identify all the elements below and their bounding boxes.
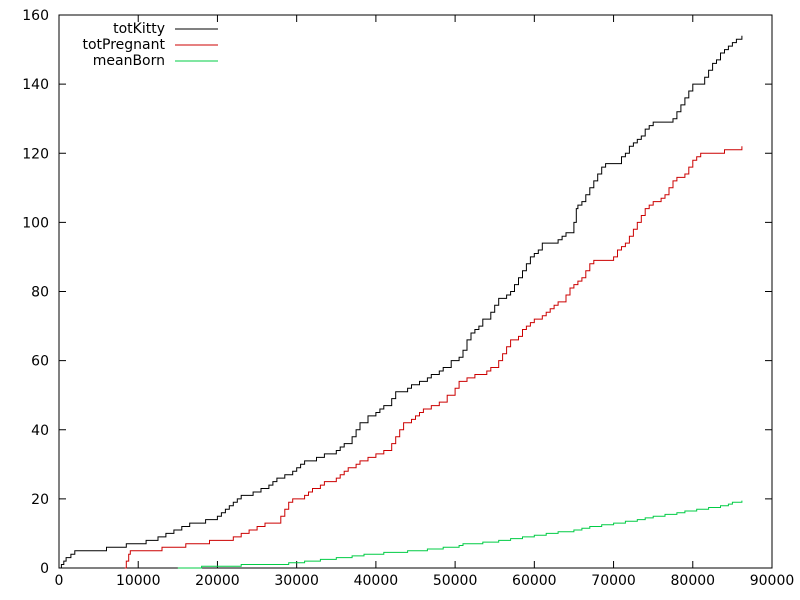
legend-label-totPregnant: totPregnant [82, 37, 165, 53]
legend-label-meanBorn: meanBorn [93, 53, 165, 69]
y-tick-label: 140 [22, 77, 49, 93]
x-tick-label: 10000 [116, 573, 161, 589]
y-tick-label: 120 [22, 146, 49, 162]
x-tick-label: 60000 [512, 573, 557, 589]
x-tick-label: 90000 [750, 573, 795, 589]
series-line-meanBorn [177, 500, 743, 569]
series-line-totPregnant [124, 146, 743, 569]
x-tick-label: 0 [55, 573, 64, 589]
series-line-totKitty [59, 35, 743, 569]
x-tick-label: 40000 [354, 573, 399, 589]
x-tick-label: 70000 [591, 573, 636, 589]
series-layer [59, 35, 743, 569]
x-tick-label: 20000 [195, 573, 240, 589]
y-tick-label: 0 [40, 561, 49, 577]
y-tick-label: 160 [22, 8, 49, 24]
y-tick-label: 40 [31, 423, 49, 439]
x-tick-label: 80000 [671, 573, 716, 589]
y-tick-label: 80 [31, 285, 49, 301]
y-tick-label: 100 [22, 215, 49, 231]
x-tick-label: 50000 [433, 573, 478, 589]
x-tick-label: 30000 [274, 573, 319, 589]
x-axis-ticks: 0 10000 20000 30000 40000 50000 60000 70000 8000… [55, 15, 795, 589]
y-axis-ticks: 0 20 40 60 80 100 120 140 160 [22, 8, 772, 577]
legend-label-totKitty: totKitty [113, 21, 165, 37]
y-tick-label: 20 [31, 492, 49, 508]
y-tick-label: 60 [31, 354, 49, 370]
